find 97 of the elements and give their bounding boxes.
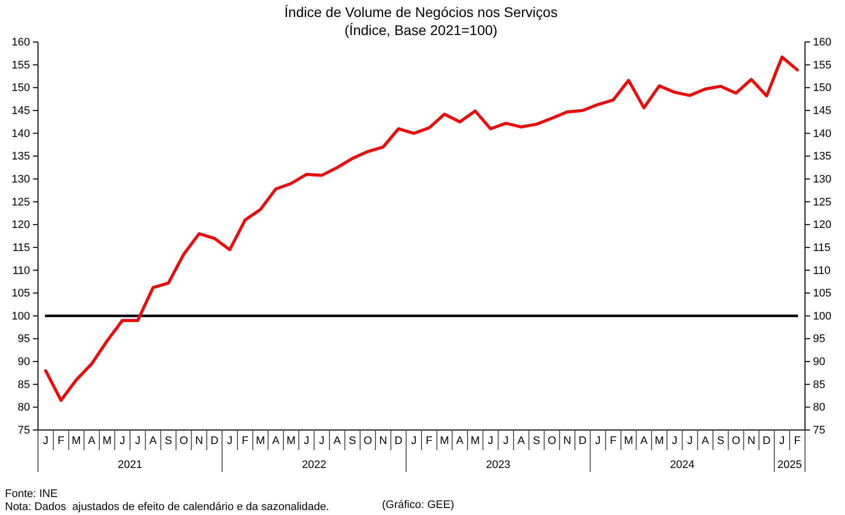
text: 2025 — [777, 459, 802, 471]
x-tick-label: M — [72, 434, 81, 447]
x-tick-label: F — [242, 434, 249, 447]
x-tick-label: J — [120, 434, 126, 447]
x-tick-label: A — [149, 434, 158, 447]
y2-tick-label: 140 — [813, 128, 832, 140]
x-tick-label: A — [640, 434, 648, 447]
x-tick-label: J — [503, 434, 509, 447]
x-tick-label: J — [411, 434, 417, 447]
x-tick-label: J — [595, 434, 601, 447]
x-tick-label: O — [179, 434, 188, 447]
chart-title: Índice de Volume de Negócios nos Serviços — [284, 4, 558, 20]
y-tick-label: 135 — [12, 150, 30, 163]
x-tick-label: D — [394, 434, 403, 447]
x-tick-label: M — [102, 434, 112, 447]
y-tick-label: 155 — [12, 59, 30, 72]
text: 2023 — [486, 459, 510, 471]
y2-tick-label: 80 — [813, 402, 826, 414]
y2-tick-label: 130 — [813, 173, 832, 186]
y2-tick-label: 85 — [813, 378, 826, 391]
line-series — [44, 56, 799, 402]
text: 2021 — [118, 459, 142, 471]
y-tick-label: 160 — [12, 36, 30, 49]
x-tick-label: N — [195, 434, 204, 447]
x-tick-label: J — [227, 434, 232, 447]
x-tick-label: M — [256, 434, 266, 447]
y-tick-label: 75 — [18, 424, 30, 437]
y2-tick-label: 110 — [813, 264, 831, 277]
y-tick-label: 110 — [12, 264, 30, 277]
y-tick-label: 100 — [12, 310, 30, 322]
x-tick-label: J — [672, 434, 678, 447]
y-tick-label: 80 — [18, 402, 30, 414]
x-tick-label: J — [42, 434, 48, 447]
x-tick-label: F — [426, 434, 433, 447]
y2-tick-label: 135 — [813, 150, 832, 163]
x-tick-label: N — [747, 434, 756, 447]
x-tick-label: M — [654, 434, 664, 447]
x-tick-label: A — [333, 434, 342, 447]
y-tick-label: 90 — [18, 356, 30, 368]
x-tick-label: M — [286, 434, 296, 447]
y2-tick-label: 120 — [813, 219, 832, 232]
y-tick-label: 130 — [12, 173, 30, 186]
y2-tick-label: 95 — [813, 333, 826, 346]
y-tick-label: 95 — [18, 333, 30, 346]
x-tick-label: A — [702, 434, 710, 447]
x-tick-label: A — [272, 434, 280, 447]
y2-tick-label: 155 — [813, 59, 832, 72]
y-tick-label: 120 — [12, 219, 30, 232]
x-tick-label: O — [548, 434, 557, 447]
y2-tick-label: 115 — [813, 242, 831, 254]
x-tick-label: J — [687, 434, 693, 447]
x-tick-label: M — [470, 434, 480, 447]
y-tick-label: 145 — [12, 104, 30, 117]
x-tick-label: A — [88, 434, 96, 447]
y-tick-label: 105 — [12, 288, 30, 300]
source-note: Fonte: INE — [5, 488, 58, 500]
y-tick-label: 115 — [12, 242, 30, 254]
text: 2022 — [302, 459, 326, 471]
x-tick-label: S — [348, 434, 356, 447]
x-tick-label: F — [794, 434, 801, 447]
text: 2024 — [670, 459, 695, 471]
y2-tick-label: 90 — [813, 356, 826, 368]
x-tick-label: O — [364, 434, 373, 447]
x-tick-label: S — [716, 434, 724, 447]
x-tick-label: J — [304, 434, 310, 447]
y2-tick-label: 125 — [813, 196, 832, 208]
y2-tick-label: 145 — [813, 104, 832, 117]
text: Nota: Dados ajustados de efeito de calendário e da sazonalidade. — [5, 501, 330, 513]
text: (Gráfico: GEE) — [382, 499, 454, 511]
x-tick-label: O — [732, 434, 741, 447]
y2-tick-label: 75 — [813, 424, 826, 437]
x-tick-label: J — [134, 434, 140, 447]
y2-tick-label: 160 — [813, 36, 832, 49]
x-tick-label: A — [518, 434, 526, 447]
x-tick-label: D — [762, 434, 771, 447]
x-tick-label: F — [58, 434, 65, 447]
x-tick-label: M — [624, 434, 634, 447]
x-tick-label: S — [532, 434, 540, 447]
x-tick-label: N — [379, 434, 388, 447]
x-tick-label: S — [164, 434, 172, 447]
y-tick-label: 85 — [18, 378, 30, 391]
x-tick-label: J — [779, 434, 785, 447]
x-tick-label: D — [210, 434, 218, 447]
x-tick-label: N — [563, 434, 572, 447]
y-tick-label: 125 — [12, 196, 30, 208]
x-tick-label: D — [578, 434, 587, 447]
y-tick-label: 150 — [12, 82, 30, 94]
y2-tick-label: 100 — [813, 310, 832, 322]
x-tick-label: F — [610, 434, 617, 447]
y2-tick-label: 150 — [813, 82, 832, 94]
chart-subtitle: (Índice, Base 2021=100) — [344, 22, 498, 38]
x-tick-label: J — [488, 434, 494, 447]
y2-tick-label: 105 — [813, 288, 832, 300]
x-tick-label: M — [440, 434, 450, 447]
x-tick-label: A — [456, 434, 464, 447]
y-tick-label: 140 — [12, 128, 30, 140]
x-tick-label: J — [319, 434, 325, 447]
